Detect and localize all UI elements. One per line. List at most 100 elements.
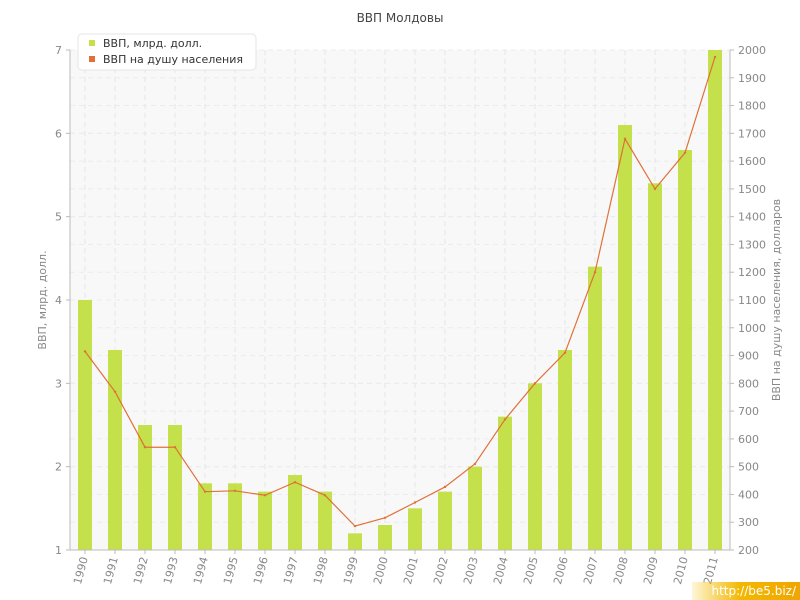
bar-1998 — [318, 491, 332, 550]
x-tick-label: 1997 — [281, 555, 301, 585]
bar-1990 — [78, 300, 92, 550]
bar-2004 — [498, 416, 512, 550]
left-axis-title: ВВП, млрд. долл. — [36, 250, 49, 349]
bar-1992 — [138, 425, 152, 550]
right-tick-label: 1000 — [738, 322, 766, 335]
x-tick-label: 1994 — [191, 555, 211, 585]
point-2008 — [623, 137, 627, 141]
point-2005 — [533, 382, 537, 385]
x-tick-label: 1996 — [251, 555, 271, 585]
point-2004 — [503, 418, 507, 421]
x-tick-label: 1995 — [221, 555, 241, 585]
x-axis-ticks: 1990 1991 1992 1993 1994 1995 1996 1997 1998 1999… — [71, 550, 721, 586]
right-tick-label: 1100 — [738, 294, 766, 307]
point-2007 — [593, 271, 597, 274]
bar-1991 — [108, 350, 122, 550]
line-series — [83, 55, 717, 528]
bar-2010 — [678, 150, 692, 550]
bar-2000 — [378, 525, 392, 550]
right-tick-label: 900 — [738, 350, 759, 363]
x-tick-label: 2008 — [611, 555, 631, 585]
right-tick-label: 600 — [738, 433, 759, 446]
point-1994 — [203, 490, 207, 493]
bar-1994 — [198, 483, 212, 550]
right-tick-label: 1900 — [738, 72, 766, 85]
legend-swatch-gdp — [89, 40, 95, 46]
x-tick-label: 2006 — [551, 555, 571, 585]
legend: ВВП, млрд. долл. ВВП на душу населения — [77, 33, 257, 71]
bar-2006 — [558, 350, 572, 550]
x-tick-label: 1992 — [131, 555, 151, 585]
bar-1993 — [168, 425, 182, 550]
x-tick-label: 2010 — [671, 555, 691, 585]
bar-2009 — [648, 183, 662, 551]
x-tick-label: 1993 — [161, 555, 181, 585]
point-1991 — [113, 390, 117, 393]
bar-2011 — [708, 50, 722, 550]
bar-2003 — [468, 466, 482, 550]
bar-series — [78, 50, 722, 551]
point-1995 — [233, 489, 237, 493]
right-tick-label: 1300 — [738, 238, 766, 251]
legend-swatch-gdp-per-capita — [89, 56, 95, 62]
right-tick-label: 200 — [738, 544, 759, 557]
bar-1997 — [288, 475, 302, 550]
point-1998 — [323, 494, 327, 497]
x-tick-label: 2000 — [371, 555, 391, 585]
x-tick-label: 1999 — [341, 555, 361, 585]
bar-2002 — [438, 491, 452, 550]
right-tick-label: 300 — [738, 516, 759, 529]
x-tick-label: 2009 — [641, 555, 661, 585]
right-tick-label: 1200 — [738, 266, 766, 279]
point-2003 — [473, 462, 477, 466]
legend-box — [77, 33, 257, 71]
bar-2007 — [588, 266, 602, 550]
point-1990 — [83, 350, 87, 353]
bar-2005 — [528, 383, 542, 550]
x-tick-label: 2004 — [491, 555, 511, 585]
left-tick-label: 6 — [55, 127, 62, 140]
point-2001 — [413, 501, 417, 504]
right-tick-label: 1700 — [738, 127, 766, 140]
x-tick-label: 2001 — [401, 555, 421, 585]
left-axis-ticks: 1 2 3 4 5 6 7 — [55, 44, 70, 557]
legend-label-gdp-per-capita: ВВП на душу населения — [103, 53, 243, 66]
chart-title: ВВП Молдовы — [357, 11, 444, 25]
left-tick-label: 1 — [55, 544, 62, 557]
legend-label-gdp: ВВП, млрд. долл. — [103, 37, 202, 50]
line-gdp-per-capita — [84, 56, 716, 527]
point-2002 — [443, 485, 447, 489]
right-tick-label: 700 — [738, 405, 759, 418]
left-tick-label: 2 — [55, 461, 62, 474]
x-tick-label: 2002 — [431, 555, 451, 585]
right-tick-label: 1600 — [738, 155, 766, 168]
x-tick-label: 2003 — [461, 555, 481, 585]
left-tick-label: 4 — [55, 294, 62, 307]
point-1992 — [143, 446, 147, 449]
bar-2001 — [408, 508, 422, 550]
point-2000 — [383, 516, 387, 519]
right-tick-label: 1800 — [738, 100, 766, 113]
right-axis-title: ВВП на душу населения, долларов — [770, 199, 783, 401]
left-tick-label: 5 — [55, 211, 62, 224]
point-1996 — [263, 494, 267, 497]
point-2006 — [563, 351, 567, 354]
right-tick-label: 2000 — [738, 44, 766, 57]
bar-2008 — [618, 125, 632, 550]
point-1997 — [293, 481, 297, 484]
bar-1996 — [258, 491, 272, 550]
site-watermark[interactable]: http://be5.biz/ — [692, 582, 800, 600]
right-tick-label: 800 — [738, 377, 759, 390]
point-2010 — [683, 151, 687, 154]
right-tick-label: 1500 — [738, 183, 766, 196]
bar-1999 — [348, 533, 362, 550]
x-tick-label: 1998 — [311, 555, 331, 585]
point-2009 — [653, 187, 657, 191]
point-1999 — [353, 524, 357, 528]
right-tick-label: 1400 — [738, 211, 766, 224]
right-tick-label: 400 — [738, 488, 759, 501]
right-axis-ticks: 200 300 400 500 600 700 800 900 1000 1100 1200 1300… — [730, 44, 766, 557]
left-tick-label: 7 — [55, 44, 62, 57]
right-tick-label: 500 — [738, 461, 759, 474]
x-tick-label: 2005 — [521, 555, 541, 585]
